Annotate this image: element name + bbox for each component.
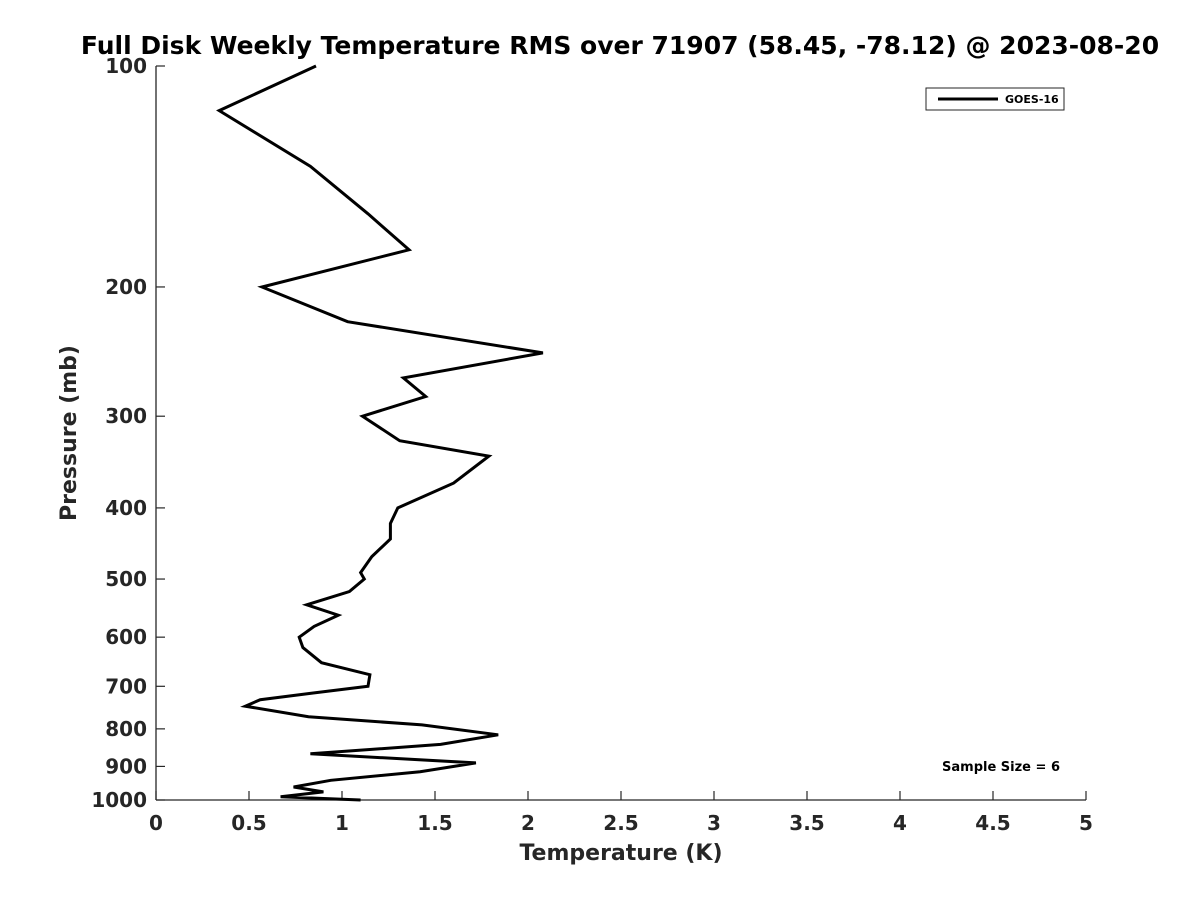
legend-label: GOES-16: [1005, 93, 1059, 106]
y-axis-label: Pressure (mb): [57, 345, 82, 521]
x-tick-label: 2: [521, 811, 535, 835]
y-tick-label: 300: [105, 404, 147, 428]
y-tick-label: 400: [105, 496, 147, 520]
y-tick-label: 900: [105, 754, 147, 778]
y-tick-label: 100: [105, 54, 147, 78]
y-tick-label: 1000: [91, 788, 147, 812]
x-tick-label: 1: [335, 811, 349, 835]
y-tick-label: 200: [105, 275, 147, 299]
series-group: [216, 64, 544, 802]
y-tick-label: 500: [105, 567, 147, 591]
x-tick-label: 0.5: [231, 811, 266, 835]
sample-size-annotation: Sample Size = 6: [942, 760, 1060, 775]
x-tick-label: 0: [149, 811, 163, 835]
y-tick-label: 800: [105, 717, 147, 741]
x-tick-label: 2.5: [603, 811, 638, 835]
y-tick-label: 600: [105, 625, 147, 649]
y-axis-ticks: 100 200 300 400 500 600 700 800 900 1000: [91, 54, 165, 812]
x-tick-label: 4.5: [975, 811, 1010, 835]
chart-title: Full Disk Weekly Temperature RMS over 71…: [81, 31, 1159, 60]
x-tick-label: 4: [893, 811, 907, 835]
x-axis-ticks: 0 0.5 1 1.5 2 2.5 3 3.5 4 4.5 5: [149, 791, 1093, 835]
series-line-0: [216, 64, 544, 802]
x-axis-label: Temperature (K): [519, 841, 722, 866]
x-tick-label: 5: [1079, 811, 1093, 835]
x-tick-label: 1.5: [417, 811, 452, 835]
x-tick-label: 3: [707, 811, 721, 835]
legend: GOES-16: [925, 87, 1065, 111]
y-tick-label: 700: [105, 674, 147, 698]
x-tick-label: 3.5: [789, 811, 824, 835]
